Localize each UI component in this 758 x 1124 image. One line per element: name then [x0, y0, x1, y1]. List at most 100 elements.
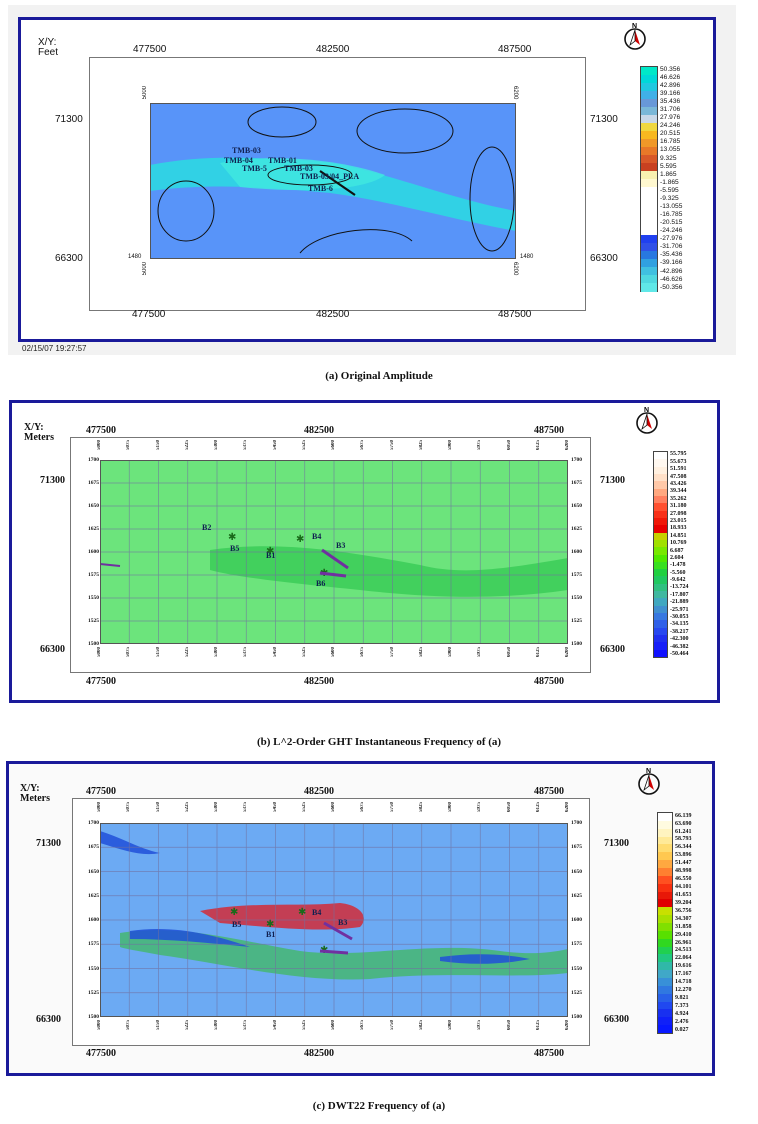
panel-c-col-tick: 5300 — [214, 1020, 219, 1030]
panel-c-colorbar-swatch — [658, 813, 672, 822]
panel-b-colorbar-swatch — [654, 452, 667, 460]
panel-b-colorbar-swatch — [654, 642, 667, 651]
panel-a-ellipse-right — [469, 146, 515, 252]
panel-b-colorbar-swatch — [654, 525, 667, 534]
panel-b-row-tick: 1675 — [88, 480, 99, 486]
panel-c-blue-streak-2 — [100, 831, 160, 855]
panel-a-colorbar-swatch — [641, 171, 657, 180]
panel-c-colorbar-label: 24.513 — [675, 947, 692, 954]
panel-a-colorbar-swatch — [641, 267, 657, 276]
panel-c-colorbar-label: 48.998 — [675, 868, 692, 875]
panel-a-well-label-1: TMB-03 — [232, 146, 261, 155]
panel-b-colorbar-label: 14.851 — [670, 532, 687, 539]
panel-a-edge-left-bottom: 5000 — [142, 262, 148, 276]
panel-b-colorbar-label: -5.560 — [670, 569, 686, 576]
panel-c-colorbar-label: 0.027 — [675, 1026, 689, 1033]
panel-c-col-tick: 5975 — [477, 1020, 483, 1030]
panel-b-col-tick: 5600 — [331, 440, 336, 450]
panel-c-col-tick: 5900 — [448, 802, 453, 812]
svg-text:N: N — [646, 768, 651, 775]
panel-b-colorbar-label: 47.508 — [670, 473, 687, 480]
panel-c-colorbar-swatch — [658, 883, 672, 893]
panel-a-ellipse-top-right — [356, 108, 454, 154]
panel-b-row-tick: 1500 — [571, 641, 582, 647]
panel-c-colorbar-label: 41.653 — [675, 891, 692, 898]
panel-a-colorbar-label: -24.246 — [660, 227, 683, 235]
svg-text:✱: ✱ — [228, 532, 236, 543]
panel-b-xtick-bottom-3: 487500 — [534, 676, 564, 687]
panel-b-well-label-b3: B3 — [336, 541, 345, 550]
panel-b-colorbar-swatch — [654, 598, 667, 607]
panel-b-colorbar-swatch — [654, 481, 667, 490]
panel-b-col-tick: 5825 — [418, 440, 424, 450]
panel-a-colorbar-swatch — [641, 67, 657, 76]
panel-b-ytick-left-2: 66300 — [40, 644, 65, 655]
panel-c-row-tick: 1525 — [571, 989, 582, 996]
panel-b-col-tick: 5975 — [477, 440, 483, 450]
panel-b-row-tick: 1675 — [571, 480, 582, 486]
panel-b-colorbar-label: -42.300 — [670, 636, 689, 643]
panel-a-colorbar-swatch — [641, 131, 657, 140]
panel-c-colorbar-label: 4.924 — [675, 1010, 689, 1017]
panel-b-colorbar-swatch — [654, 627, 667, 636]
panel-a-colorbar-swatch — [641, 147, 657, 156]
panel-b-col-tick: 5375 — [243, 440, 249, 450]
panel-b-colorbar-swatch — [654, 532, 667, 541]
panel-b-col-tick: 5225 — [184, 440, 190, 450]
panel-c-colorbar-swatch — [658, 993, 672, 1003]
panel-a-colorbar-swatch — [641, 155, 657, 164]
panel-b-colorbar-label: 31.180 — [670, 503, 687, 510]
panel-a-colorbar-label: -13.055 — [660, 202, 683, 210]
panel-c-frequency-map: ✱ ✱ ✱ ✱ B5 B1 B4 B3 — [100, 823, 568, 1017]
panel-b-well-trajectory-1 — [321, 548, 349, 570]
panel-c-col-tick: 5450 — [272, 802, 278, 812]
panel-b-colorbar-label: 55.795 — [670, 451, 687, 458]
panel-b-colorbar-label: 2.604 — [670, 554, 684, 561]
panel-c-colorbar-swatch — [658, 923, 672, 932]
panel-b-col-tick: 5300 — [214, 440, 219, 450]
panel-c-colorbar-label: 12.270 — [675, 987, 692, 994]
panel-a-edge-right-mid: 1480 — [520, 254, 534, 260]
panel-b-col-tick: 5000 — [97, 440, 102, 450]
panel-c-row-tick: 1525 — [88, 989, 99, 996]
panel-c-caption: (c) DWT22 Frequency of (a) — [312, 1100, 446, 1112]
panel-b-colorbar-label: -17.807 — [670, 591, 689, 598]
panel-b-row-tick: 1650 — [88, 503, 99, 509]
panel-c-row-tick: 1650 — [88, 868, 99, 875]
panel-c-blue-streak-3 — [440, 954, 530, 964]
panel-a-colorbar-swatch — [641, 211, 657, 220]
panel-b-well-label-b5: B5 — [230, 544, 239, 553]
panel-a-colorbar-swatch — [641, 203, 657, 212]
panel-b-col-tick: 5525 — [301, 647, 307, 657]
panel-c-col-tick: 5525 — [301, 1020, 307, 1030]
panel-b-col-tick: 5000 — [97, 647, 102, 657]
panel-b-colorbar — [653, 451, 668, 658]
panel-a-edge-left-top: 5000 — [142, 86, 148, 100]
panel-b-colorbar-swatch — [654, 517, 667, 526]
panel-a-colorbar-label: 20.515 — [660, 130, 681, 138]
panel-b-colorbar-label: -13.724 — [670, 584, 689, 591]
panel-c-colorbar-label: 14.718 — [675, 979, 692, 986]
panel-c-colorbar-label: 66.139 — [675, 812, 692, 819]
panel-c-col-tick: 5000 — [97, 1020, 102, 1030]
panel-c-row-tick: 1700 — [88, 820, 99, 826]
panel-a-colorbar-label: 42.896 — [660, 81, 681, 89]
panel-a-colorbar-swatch — [641, 91, 657, 100]
panel-b-col-tick: 5975 — [477, 647, 483, 657]
panel-b-col-tick: 5750 — [389, 647, 395, 657]
panel-c-colorbar-swatch — [658, 844, 672, 853]
panel-b-green-zone — [210, 546, 568, 597]
panel-b-col-ticks-top: 5000 5075 5150 5225 5300 5375 5450 5525 5600 5675… — [97, 438, 570, 460]
panel-a-colorbar-label: 16.785 — [660, 138, 681, 146]
panel-c-colorbar-label: 61.241 — [675, 828, 692, 835]
panel-a-colorbar-label: 24.246 — [660, 122, 681, 130]
panel-b-col-tick: 6125 — [535, 440, 541, 450]
panel-a-colorbar-label: 35.436 — [660, 98, 681, 106]
panel-c-col-tick: 5375 — [243, 1020, 249, 1030]
panel-c-col-tick: 5075 — [126, 1020, 132, 1030]
panel-c-colorbar-label: 53.896 — [675, 852, 692, 859]
panel-b-caption: (b) L^2-Order GHT Instantaneous Frequenc… — [256, 736, 502, 748]
panel-b-col-tick: 5600 — [331, 647, 336, 657]
panel-a-well-label-7: TMB-6 — [308, 184, 333, 193]
panel-c-col-tick: 5600 — [331, 1020, 336, 1030]
